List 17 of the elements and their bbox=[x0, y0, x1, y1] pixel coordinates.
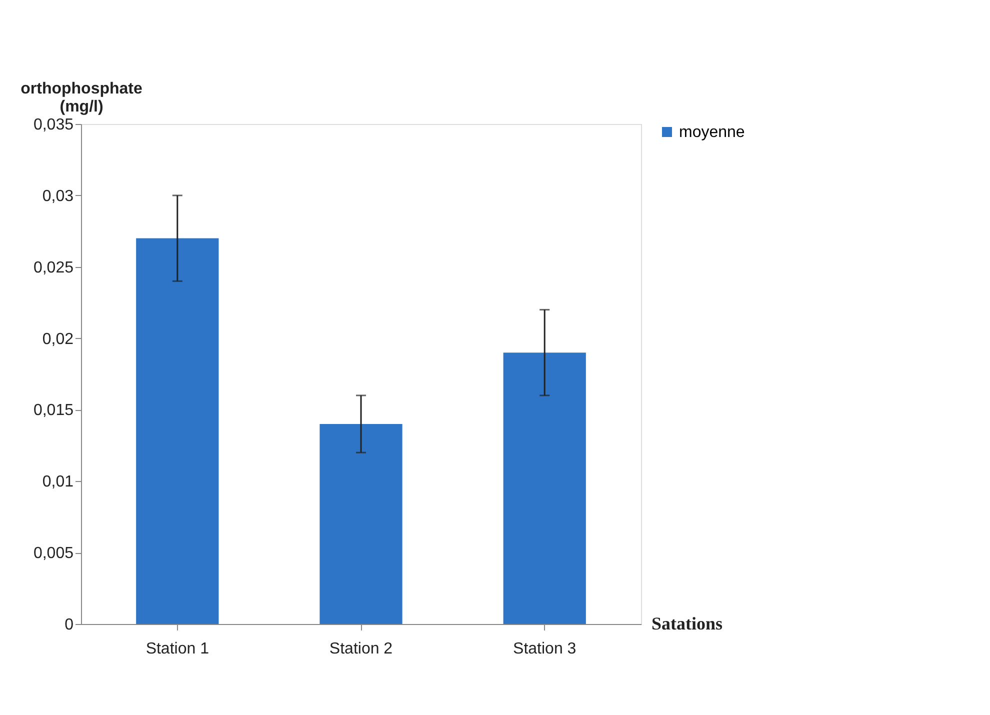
bar bbox=[136, 238, 219, 624]
y-tick-label: 0,03 bbox=[42, 188, 74, 205]
y-tick-label: 0,025 bbox=[33, 259, 74, 276]
x-tick-label: Station 1 bbox=[146, 640, 210, 658]
y-tick-label: 0,005 bbox=[33, 545, 74, 562]
x-axis-title: Satations bbox=[652, 614, 723, 634]
y-tick-label: 0,01 bbox=[42, 474, 74, 491]
y-tick-label: 0,02 bbox=[42, 330, 74, 348]
legend-label: moyenne bbox=[679, 124, 745, 141]
y-tick-label: 0 bbox=[64, 616, 74, 634]
bar bbox=[503, 352, 586, 624]
bar bbox=[320, 424, 402, 624]
y-tick-label: 0,035 bbox=[33, 116, 74, 134]
y-tick-label: 0,015 bbox=[33, 402, 74, 420]
x-tick-label: Station 2 bbox=[329, 640, 393, 658]
x-tick-label: Station 3 bbox=[513, 640, 576, 658]
y-axis-title: orthophosphate (mg/l) bbox=[20, 80, 142, 116]
